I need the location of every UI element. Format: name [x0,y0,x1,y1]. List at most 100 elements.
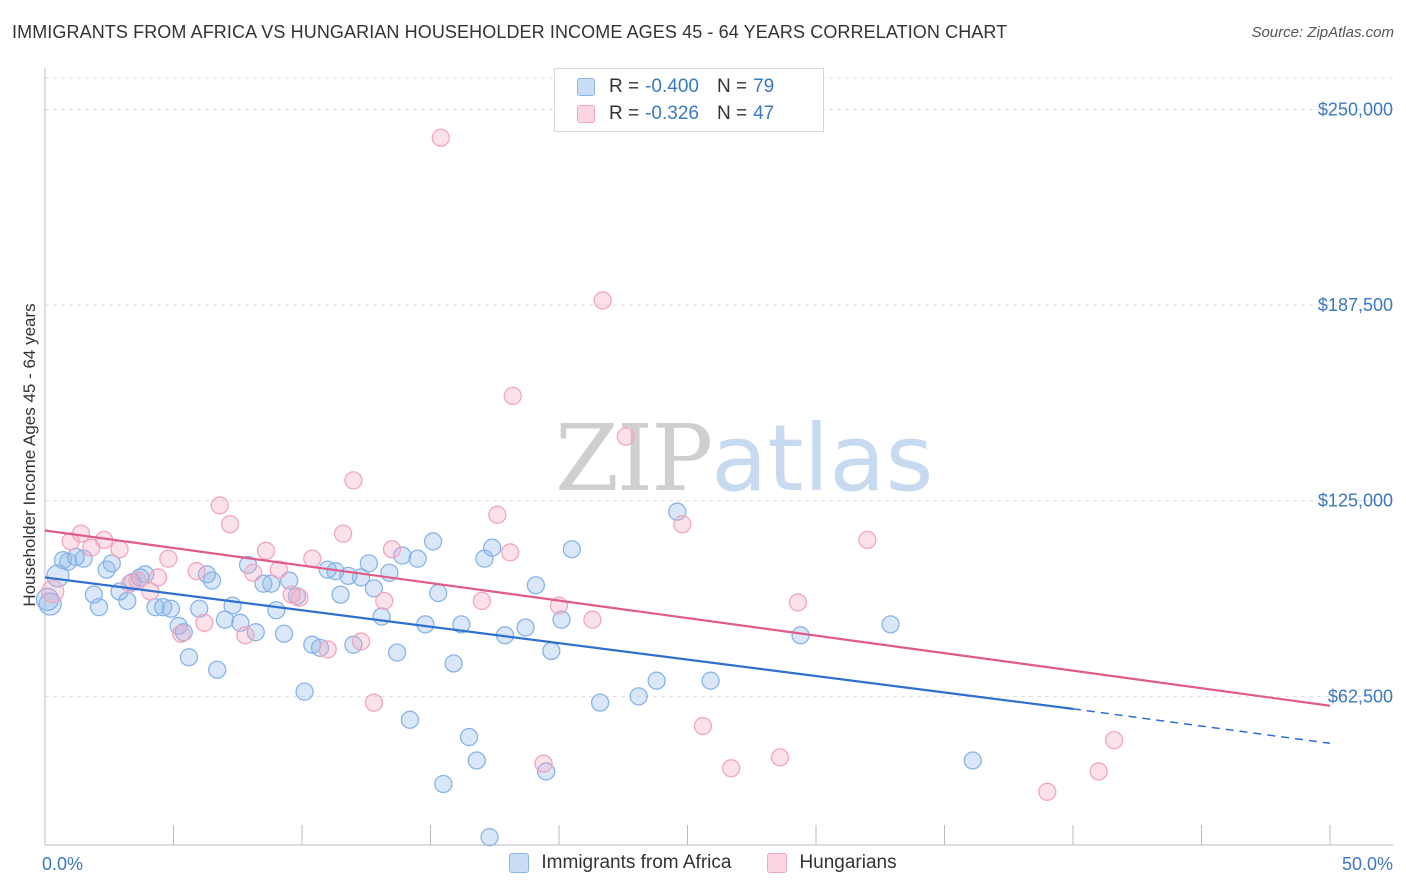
africa-point [46,564,70,588]
africa-point [480,828,499,847]
legend-n-label: N = [716,103,748,124]
legend-item-africa[interactable]: Immigrants from Africa [509,852,731,874]
y-tick-label: $250,000 [1318,100,1393,120]
africa-point [562,540,581,559]
tick-labels: $62,500 $125,000 $187,500 $250,000 0.0% 50.0% [42,100,1393,874]
africa-trend-extension [1072,708,1331,745]
watermark-atlas: atlas [711,405,934,512]
zipatlas-watermark: ZIPatlas [555,405,934,512]
hungarian-point [382,540,402,559]
africa-point [429,583,448,603]
africa-point [359,554,378,573]
hungarian-point [159,549,178,568]
africa-point [552,610,571,629]
hungarian-point [195,613,214,632]
legend-n-label: N = [716,76,748,97]
hungarian-point [344,471,363,490]
chart-title: IMMIGRANTS FROM AFRICA VS HUNGARIAN HOUS… [12,22,1008,42]
hungarian-point [364,693,384,712]
watermark-zip: ZIP [555,405,713,512]
series-legend: Immigrants from Africa Hungarians [0,852,1406,874]
africa-point [202,571,222,590]
africa-point [267,601,286,620]
africa-point [246,623,265,642]
hungarian-point [210,496,229,515]
legend-n-value: 79 [753,76,775,97]
hungarian-point [472,591,492,611]
hungarian-point [172,624,191,643]
africa-point [434,774,453,794]
hungarian-point [236,626,255,645]
africa-point [372,607,391,626]
hungarian-point [488,505,507,524]
africa-point [208,660,227,679]
africa-point [423,532,443,551]
hungarian-point [290,588,309,607]
hungarian-point [534,754,553,773]
legend-label-africa: Immigrants from Africa [541,852,732,873]
africa-point [452,615,471,634]
hungarian-point [110,540,129,559]
africa-point [118,591,137,611]
legend-r-value: -0.400 [645,76,699,97]
legend-item-hungarians[interactable]: Hungarians [767,852,897,874]
legend-swatch-hungarians [767,853,788,873]
hungarian-point [333,524,353,543]
africa-point [215,610,235,629]
legend-n-value: 47 [753,103,775,124]
hungarian-point [503,386,522,406]
hungarian-point [1104,731,1124,750]
africa-point [467,751,486,770]
hungarian-point [187,562,206,581]
africa-point [542,641,561,661]
africa-point [331,585,350,604]
africa-point [89,598,109,617]
africa-point [881,615,900,634]
axes [44,68,1393,846]
hungarian-point [770,748,790,767]
africa-point [393,546,412,565]
hungarian-point [148,568,168,587]
africa-point [387,643,407,662]
africa-point [102,554,121,573]
africa-point [161,599,181,618]
legend-label-hungarians: Hungarians [799,852,897,873]
y-tick-label: $62,500 [1328,686,1393,706]
africa-point [526,576,546,595]
africa-point [274,624,294,643]
hungarian-point [593,291,612,310]
africa-point [190,599,209,618]
hungarian-point [616,427,635,446]
hungarian-point [220,515,240,534]
africa-point [629,687,648,706]
legend-r-label: R = [609,76,640,97]
africa-point [408,549,427,568]
hungarian-point [1089,762,1108,781]
hungarian-points [41,128,1124,801]
africa-point [647,671,666,690]
hungarian-point [244,563,263,582]
africa-point [130,568,150,587]
legend-row-africa: R = -0.400 N = 79 [577,75,792,99]
legend-swatch-hungarians [577,105,595,123]
hungarian-point [788,593,808,612]
hungarian-point [583,610,602,629]
hungarian-trend-line [44,529,1331,707]
africa-point [516,618,535,637]
hungarian-point [318,640,337,659]
hungarian-point [693,716,713,736]
africa-point [179,648,199,667]
africa-point [262,574,281,593]
correlation-legend: R = -0.400 N = 79 R = -0.326 N = 47 [554,68,824,132]
x-tick-label: 0.0% [42,854,83,874]
hungarian-point [858,530,877,550]
hungarian-point [351,632,371,651]
y-tick-label: $125,000 [1318,491,1393,511]
africa-point [459,727,479,747]
africa-point [444,654,463,673]
africa-trend-line [44,576,1074,710]
legend-swatch-africa [509,853,530,873]
y-tick-label: $187,500 [1318,295,1393,315]
africa-point [364,579,384,598]
